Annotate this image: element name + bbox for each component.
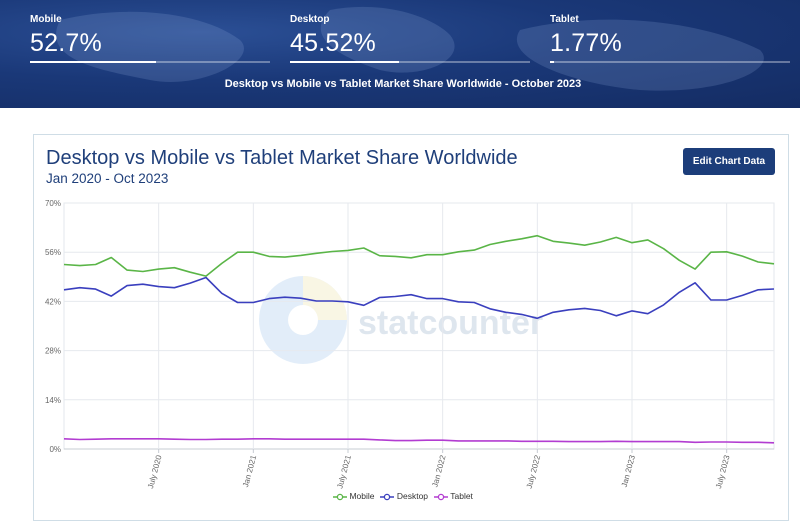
x-tick-label: Jan 2023	[620, 454, 637, 489]
stat-value: 52.7%	[30, 29, 102, 57]
stat-value: 1.77%	[550, 29, 622, 57]
stat-progress-track	[290, 61, 530, 63]
legend-label: Mobile	[347, 491, 375, 501]
banner-headline: Desktop vs Mobile vs Tablet Market Share…	[224, 78, 582, 90]
y-tick-label: 42%	[45, 297, 61, 306]
y-tick-label: 56%	[45, 248, 61, 257]
chart-legend: Mobile Desktop Tablet	[0, 491, 800, 501]
stat-label: Tablet	[550, 14, 579, 25]
stat-value: 45.52%	[290, 29, 376, 57]
x-tick-label: July 2021	[335, 454, 353, 490]
stat-progress-track	[30, 61, 270, 63]
legend-marker-icon	[380, 493, 395, 500]
line-chart: statcounter 0% 14% 28% 42% 56% 70% July 2020 Jan…	[45, 199, 775, 490]
stat-progress-fill	[30, 61, 157, 63]
stat-label: Mobile	[30, 14, 62, 25]
x-tick-label: July 2023	[714, 454, 732, 490]
edit-chart-data-button[interactable]: Edit Chart Data	[683, 148, 775, 175]
stat-tablet: Tablet 1.77%	[550, 14, 790, 63]
world-map-background	[56, 6, 764, 91]
legend-marker-icon	[434, 493, 449, 500]
legend-label: Tablet	[448, 491, 473, 501]
stat-progress-track	[550, 61, 790, 63]
series-line-desktop	[63, 276, 775, 320]
legend-marker-dot	[336, 493, 344, 500]
x-tick-label: July 2022	[525, 454, 543, 490]
legend-marker-icon	[333, 493, 348, 500]
watermark-wedge-icon	[303, 276, 347, 320]
x-tick-label: Jan 2022	[430, 454, 447, 489]
stat-mobile: Mobile 52.7%	[30, 14, 270, 63]
legend-label: Desktop	[394, 491, 429, 501]
chart-title: Desktop vs Mobile vs Tablet Market Share…	[46, 147, 518, 169]
legend-item-mobile[interactable]: Mobile	[333, 491, 374, 501]
stat-progress-fill	[290, 61, 400, 63]
stat-progress-fill	[550, 61, 555, 63]
header-banner: Mobile 52.7% Desktop 45.52% Tablet 1.77%…	[0, 0, 800, 108]
chart-subtitle: Jan 2020 - Oct 2023	[46, 171, 169, 186]
x-tick-label: July 2020	[146, 454, 164, 490]
y-tick-label: 14%	[45, 396, 61, 405]
y-tick-label: 70%	[45, 199, 61, 208]
y-tick-label: 0%	[49, 445, 61, 454]
legend-item-desktop[interactable]: Desktop	[380, 491, 428, 501]
legend-item-tablet[interactable]: Tablet	[434, 491, 473, 501]
series-line-tablet	[63, 437, 775, 444]
watermark-hole-icon	[288, 305, 318, 335]
watermark-text: statcounter	[358, 304, 543, 342]
y-tick-label: 28%	[45, 347, 61, 356]
series-line-mobile	[63, 234, 775, 277]
x-tick-label: Jan 2021	[241, 454, 258, 489]
stat-desktop: Desktop 45.52%	[290, 14, 530, 63]
stat-label: Desktop	[290, 14, 330, 25]
legend-marker-dot	[437, 493, 445, 500]
legend-marker-dot	[384, 493, 391, 500]
